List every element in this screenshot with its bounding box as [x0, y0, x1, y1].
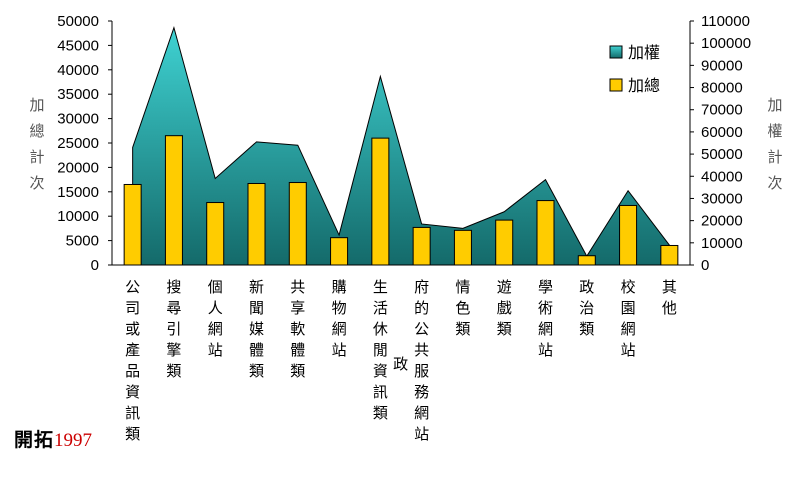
tick-label-right: 50000: [701, 146, 743, 163]
bar-total: [495, 219, 514, 266]
tick-label-right: 60000: [701, 124, 743, 141]
legend-label-total: 加總: [628, 76, 660, 95]
category-label: 新聞媒體類: [249, 278, 264, 380]
category-label: 情色類: [455, 278, 470, 338]
tick-label-right: 20000: [701, 213, 743, 230]
category-label: 生活休閒資訊類: [373, 278, 388, 422]
category-label: 其他: [662, 278, 677, 317]
category-label: 遊戲類: [497, 278, 512, 338]
category-label: 個人網站: [208, 278, 223, 359]
bar-total: [453, 229, 472, 266]
tick-label-left: 35000: [57, 86, 99, 103]
publisher-logo: 開拓1997: [14, 428, 92, 453]
tick-label-left: 15000: [57, 184, 99, 201]
tick-label-left: 5000: [66, 233, 99, 250]
bar-total: [371, 137, 390, 266]
bar-total: [330, 237, 349, 266]
bar-total: [412, 226, 431, 266]
category-label: 購物網站: [332, 278, 347, 359]
tick-label-right: 110000: [701, 13, 750, 30]
category-label: 政府的公共服務網站: [393, 278, 429, 443]
tick-label-left: 10000: [57, 208, 99, 225]
bar-total: [123, 183, 142, 266]
tick-label-right: 80000: [701, 80, 743, 97]
tick-label-left: 45000: [57, 37, 99, 54]
legend-label-weighted: 加權: [628, 43, 660, 62]
category-label: 公司或產品資訊類: [125, 278, 140, 443]
tick-label-right: 90000: [701, 57, 743, 74]
tick-label-left: 50000: [57, 13, 99, 30]
category-label: 共享軟體類: [290, 278, 305, 380]
legend: 加權 加總: [609, 43, 660, 95]
logo-text: 開拓: [14, 429, 55, 451]
bar-total: [206, 202, 225, 266]
bar-total: [164, 135, 183, 266]
tick-label-left: 25000: [57, 135, 99, 152]
legend-swatch-weighted: [609, 45, 623, 59]
category-label: 學術網站: [538, 278, 553, 359]
bar-total: [247, 183, 266, 266]
category-label: 搜尋引擎類: [166, 278, 181, 380]
bar-total: [536, 200, 555, 266]
tick-label-right: 30000: [701, 190, 743, 207]
bar-total: [619, 204, 638, 266]
bar-total: [577, 255, 596, 266]
tick-label-right: 0: [701, 257, 709, 274]
tick-label-right: 100000: [701, 35, 751, 52]
bar-total: [660, 244, 679, 266]
tick-label-right: 10000: [701, 235, 743, 252]
bar-total: [288, 182, 307, 266]
category-label: 政治類: [579, 278, 594, 338]
legend-swatch-total: [609, 78, 623, 92]
tick-label-left: 0: [91, 257, 99, 274]
area-series-weighted: [132, 25, 670, 266]
y-axis-title-right: 加權計次: [767, 96, 782, 192]
tick-label-left: 20000: [57, 159, 99, 176]
logo-year: 1997: [54, 430, 93, 451]
y-axis-title-left: 加總計次: [29, 96, 44, 192]
category-label: 校園網站: [621, 278, 636, 359]
tick-label-left: 30000: [57, 111, 99, 128]
tick-label-left: 40000: [57, 62, 99, 79]
tick-label-right: 70000: [701, 102, 743, 119]
tick-label-right: 40000: [701, 168, 743, 185]
